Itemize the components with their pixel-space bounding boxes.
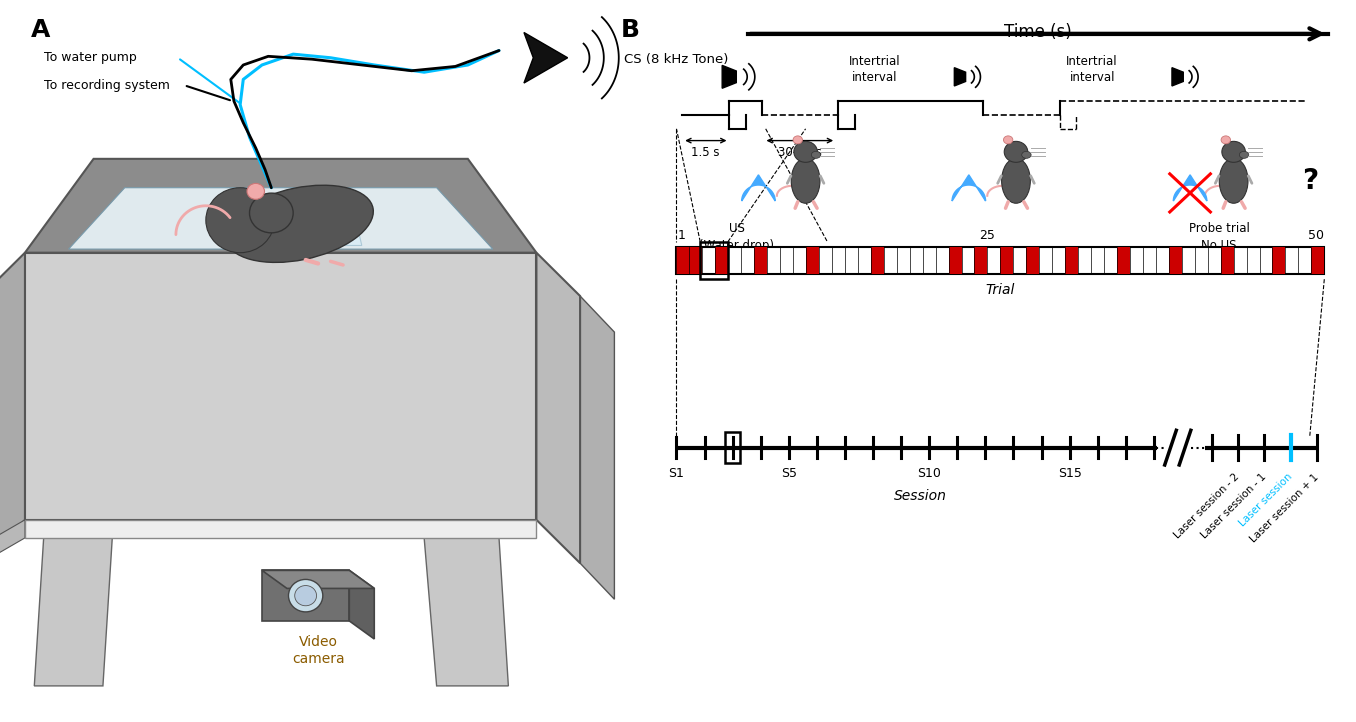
Bar (716, 247, 728, 274)
Bar (1272, 247, 1285, 274)
Text: Laser session + 1: Laser session + 1 (1248, 472, 1321, 544)
Text: Laser session - 2: Laser session - 2 (1173, 472, 1242, 541)
Polygon shape (0, 253, 24, 563)
Bar (677, 247, 1325, 274)
Ellipse shape (250, 193, 293, 232)
Bar (805, 247, 819, 274)
Text: A: A (31, 18, 50, 42)
Text: 50: 50 (1309, 230, 1325, 243)
Ellipse shape (206, 188, 274, 253)
Ellipse shape (247, 183, 264, 199)
Polygon shape (262, 570, 374, 588)
Bar (689, 247, 702, 274)
Polygon shape (247, 206, 279, 218)
Bar (1117, 247, 1130, 274)
Polygon shape (69, 188, 492, 249)
Bar (754, 247, 767, 274)
Text: ?: ? (1302, 167, 1318, 195)
Bar (1066, 247, 1078, 274)
Ellipse shape (1003, 136, 1013, 144)
Ellipse shape (1219, 158, 1248, 204)
Ellipse shape (1002, 158, 1031, 204)
Text: S15: S15 (1058, 467, 1082, 480)
Ellipse shape (294, 586, 316, 606)
Ellipse shape (289, 579, 323, 612)
Ellipse shape (1222, 136, 1230, 144)
Ellipse shape (1239, 152, 1249, 158)
Polygon shape (300, 191, 362, 245)
Bar (1001, 247, 1013, 274)
Bar (1311, 247, 1325, 274)
Text: Time (s): Time (s) (1003, 23, 1071, 40)
Ellipse shape (792, 158, 820, 204)
Polygon shape (952, 175, 986, 201)
Polygon shape (24, 159, 537, 253)
Polygon shape (262, 570, 350, 621)
Text: To recording system: To recording system (43, 79, 170, 92)
Bar (677, 247, 689, 274)
Polygon shape (1173, 175, 1207, 201)
Text: 30-60 s: 30-60 s (778, 146, 822, 159)
Text: S10: S10 (917, 467, 941, 480)
Polygon shape (742, 175, 776, 201)
Text: 1: 1 (678, 230, 686, 243)
Polygon shape (523, 32, 568, 83)
Bar (1169, 247, 1182, 274)
Text: Intertrial
interval: Intertrial interval (849, 56, 900, 84)
Ellipse shape (1021, 152, 1031, 158)
Text: Laser session: Laser session (1237, 472, 1294, 529)
Text: Trial: Trial (986, 283, 1016, 297)
Ellipse shape (1222, 142, 1245, 162)
Bar (871, 247, 884, 274)
Polygon shape (24, 520, 537, 538)
Bar (725, 432, 740, 463)
Text: CS (8 kHz Tone): CS (8 kHz Tone) (624, 53, 728, 66)
Text: US
(Water drop): US (Water drop) (700, 222, 774, 253)
Bar (700, 242, 728, 279)
Ellipse shape (811, 152, 820, 158)
Polygon shape (350, 570, 374, 639)
Polygon shape (1172, 68, 1184, 86)
Polygon shape (537, 253, 580, 563)
Text: 1.5 s: 1.5 s (692, 146, 720, 159)
Text: To water pump: To water pump (43, 51, 137, 64)
Bar (1026, 247, 1039, 274)
Bar (949, 247, 961, 274)
Ellipse shape (1005, 142, 1028, 162)
Polygon shape (424, 538, 508, 686)
Polygon shape (955, 68, 965, 86)
Text: Laser session - 1: Laser session - 1 (1199, 472, 1268, 541)
Ellipse shape (225, 186, 373, 262)
Text: Video
camera: Video camera (292, 635, 344, 666)
Polygon shape (723, 66, 736, 88)
Bar (1220, 247, 1234, 274)
Text: Probe trial
No US: Probe trial No US (1189, 222, 1249, 253)
Polygon shape (24, 253, 537, 520)
Polygon shape (34, 538, 113, 686)
Text: 25: 25 (979, 230, 995, 243)
Ellipse shape (245, 198, 279, 214)
Polygon shape (580, 296, 614, 599)
Text: S5: S5 (781, 467, 797, 480)
Text: S1: S1 (669, 467, 685, 480)
Text: Intertrial
interval: Intertrial interval (1066, 56, 1117, 84)
Ellipse shape (793, 136, 803, 144)
Text: B: B (621, 18, 640, 42)
Ellipse shape (793, 142, 818, 162)
Bar (975, 247, 987, 274)
Polygon shape (0, 520, 24, 563)
Text: Session: Session (894, 490, 946, 503)
